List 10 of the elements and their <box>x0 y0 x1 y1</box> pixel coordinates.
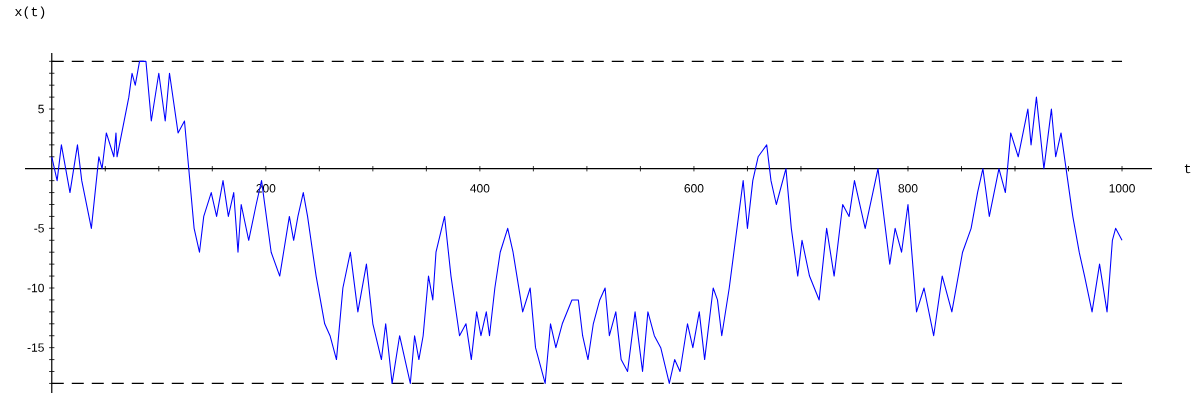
x-tick-label: 400 <box>470 184 490 193</box>
x-tick-label: 1000 <box>1109 184 1135 193</box>
x-tick-label: 800 <box>898 184 918 193</box>
y-tick-label: -15 <box>27 343 44 352</box>
x-tick-label: 600 <box>684 184 704 193</box>
y-tick-label: 5 <box>38 104 44 114</box>
y-tick-label: -10 <box>27 283 44 293</box>
x-axis-title: t <box>1184 164 1191 174</box>
y-tick-label: -5 <box>34 224 44 233</box>
y-axis-title: x(t) <box>15 6 45 19</box>
